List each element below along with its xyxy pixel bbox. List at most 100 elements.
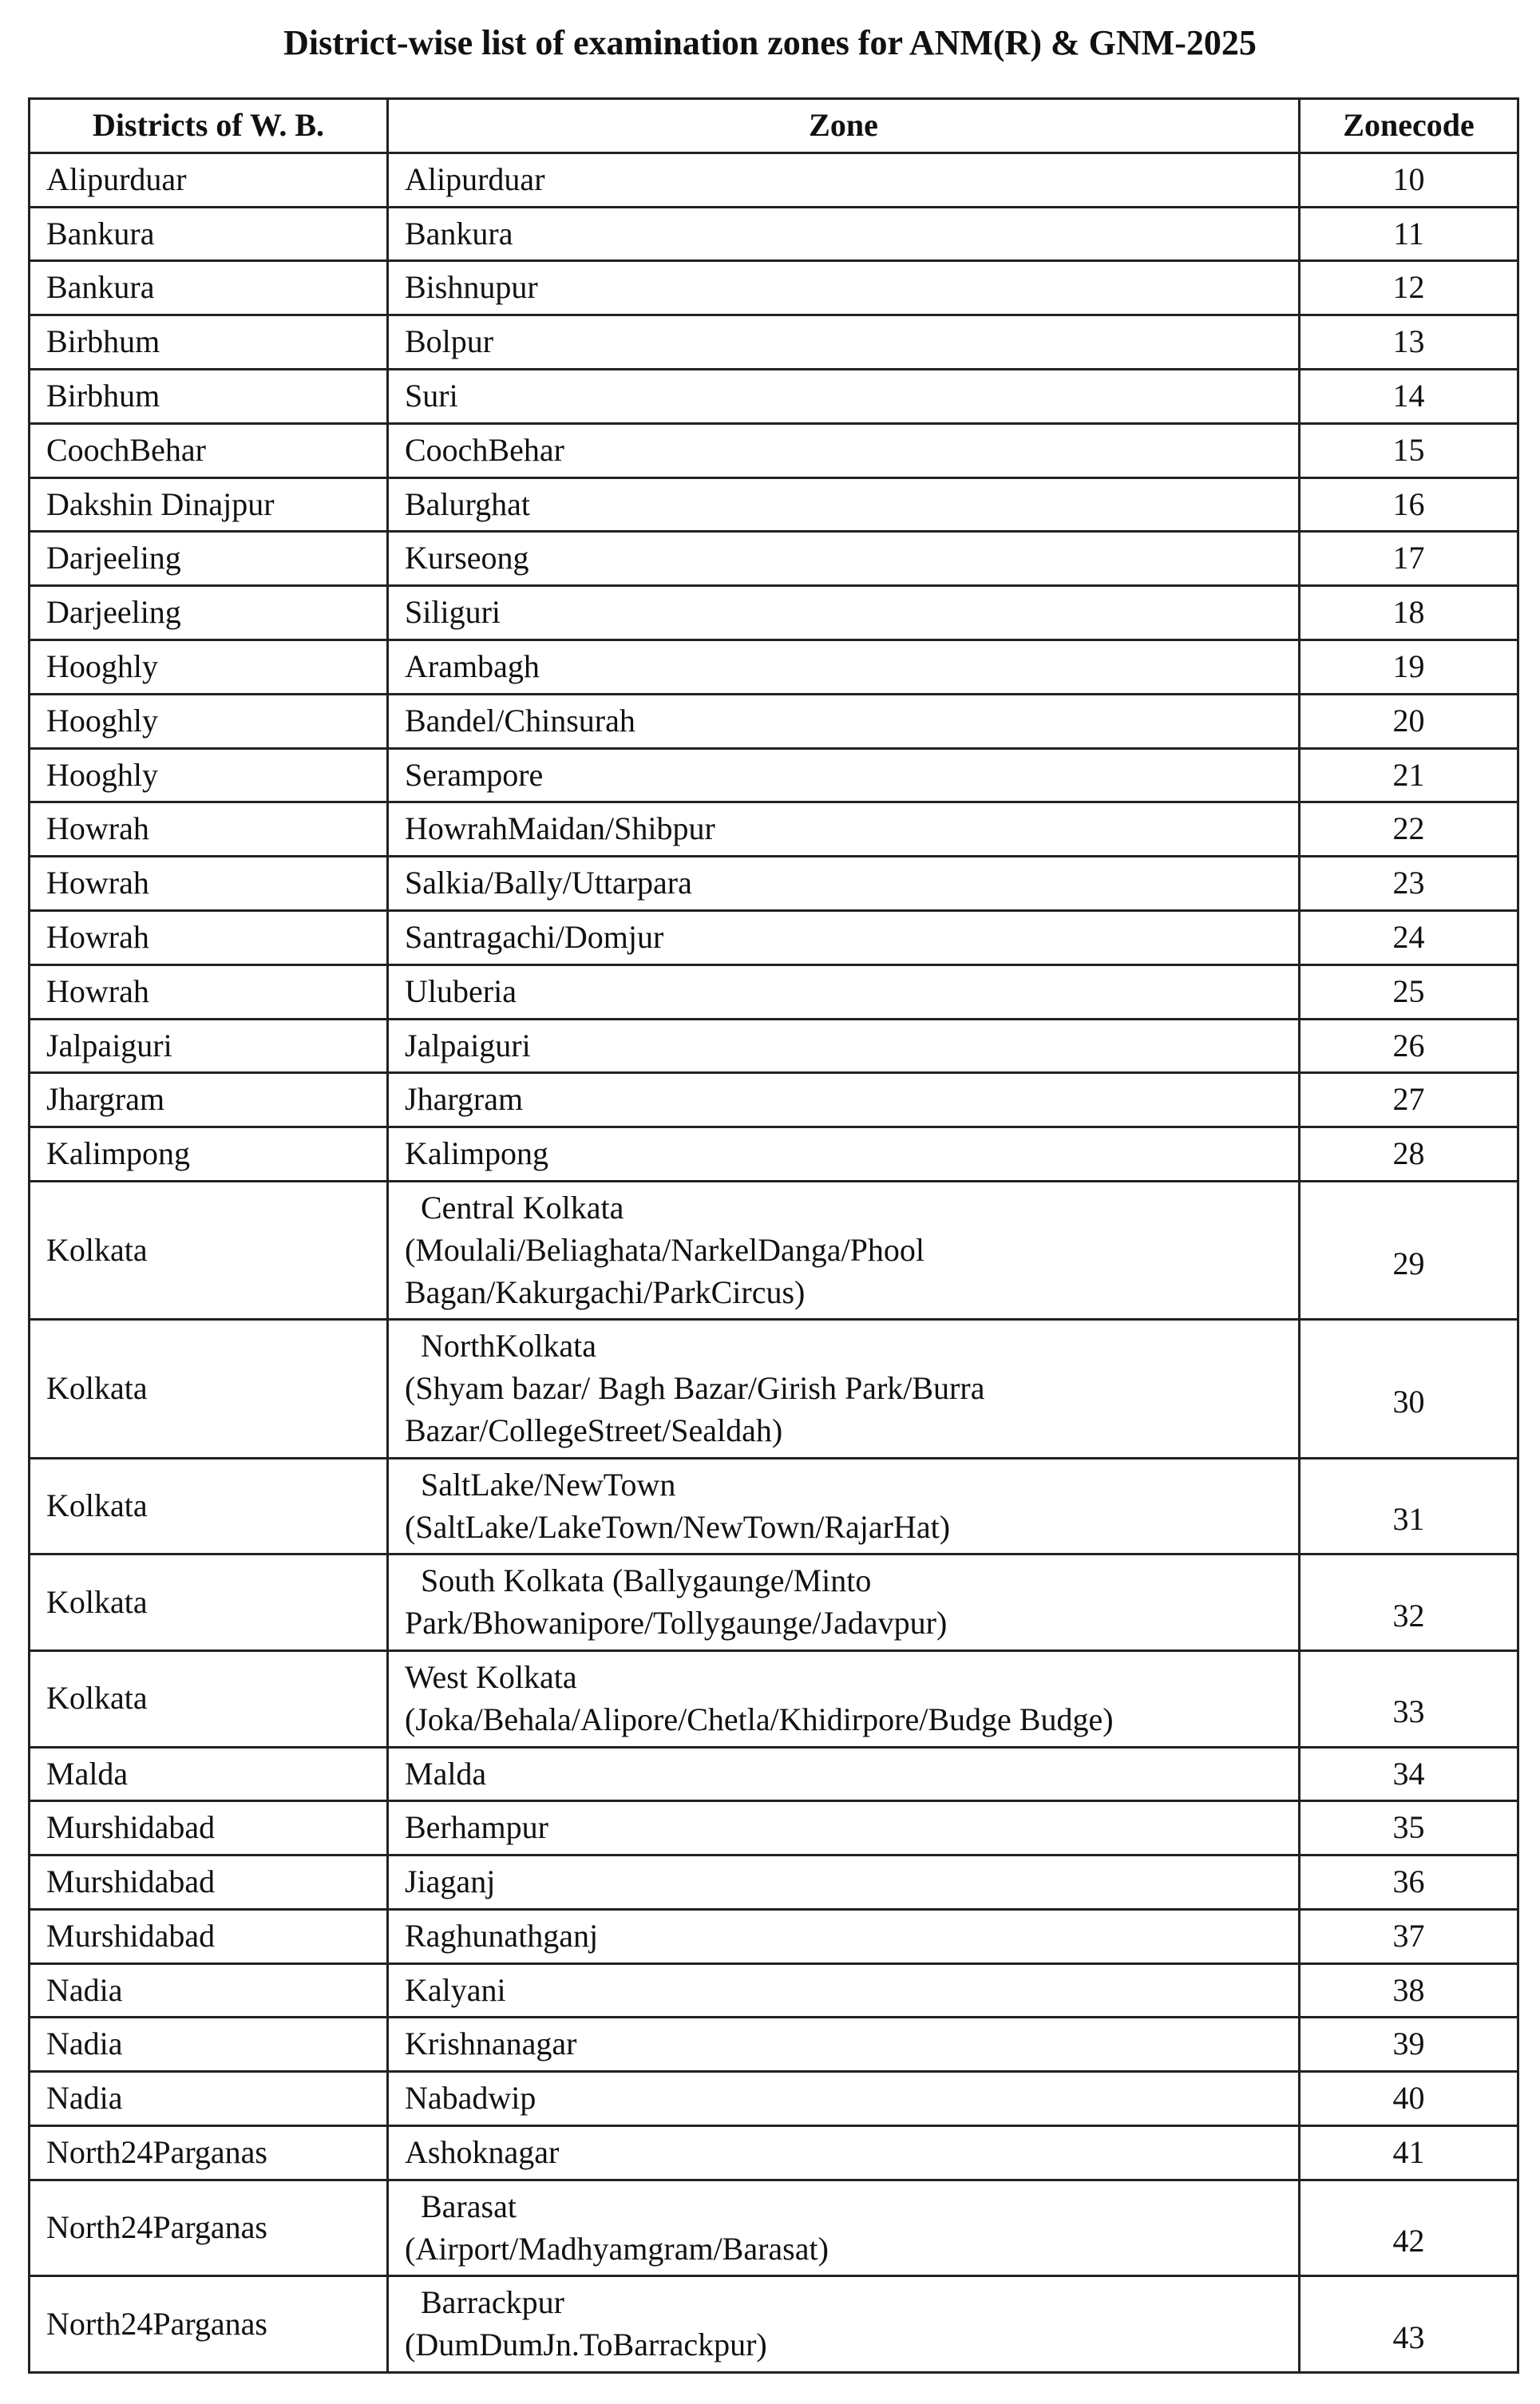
district-cell: Nadia: [28, 1962, 389, 2019]
code-cell: 22: [1298, 801, 1519, 858]
code-cell: 38: [1298, 1962, 1519, 2019]
table-row: Birbhum Suri 14: [28, 367, 1519, 425]
zone-cell: Bolpur: [386, 314, 1300, 370]
table-row: North24Parganas Barasat (Airport/Madhyam…: [28, 2178, 1519, 2278]
header-row: Districts of W. B. Zone Zonecode: [28, 97, 1519, 154]
zone-cell: NorthKolkata (Shyam bazar/ Bagh Bazar/Gi…: [386, 1318, 1300, 1459]
district-cell: Howrah: [28, 801, 389, 858]
code-cell: 34: [1298, 1745, 1519, 1803]
zone-cell: Santragachi/Domjur: [386, 909, 1300, 966]
district-cell: Murshidabad: [28, 1907, 389, 1965]
zone-cell: Jalpaiguri: [386, 1017, 1300, 1075]
code-cell: 28: [1298, 1126, 1519, 1182]
title: District-wise list of examination zones …: [283, 23, 1257, 62]
zone-cell: Suri: [386, 367, 1300, 425]
code-cell: 35: [1298, 1800, 1519, 1857]
district-cell: Dakshin Dinajpur: [28, 476, 389, 533]
zone-cell: Berhampur: [386, 1800, 1300, 1857]
district-cell: Jalpaiguri: [28, 1017, 389, 1075]
header-cell: Zone: [386, 97, 1300, 154]
district-cell: Darjeeling: [28, 584, 389, 641]
zone-cell: Jiaganj: [386, 1854, 1300, 1911]
table-row: Murshidabad Berhampur 35: [28, 1800, 1519, 1857]
zone-cell: South Kolkata (Ballygaunge/Minto Park/Bh…: [386, 1553, 1300, 1652]
table-row: Malda Malda 34: [28, 1745, 1519, 1803]
table-row: Jalpaiguri Jalpaiguri 26: [28, 1017, 1519, 1075]
district-cell: North24Parganas: [28, 2125, 389, 2181]
district-cell: Bankura: [28, 259, 389, 317]
table-row: Bankura Bishnupur 12: [28, 259, 1519, 317]
table-row: Alipurduar Alipurduar 10: [28, 151, 1519, 208]
district-cell: Birbhum: [28, 367, 389, 425]
code-cell: 43: [1298, 2275, 1519, 2374]
table-row: Nadia Nabadwip 40: [28, 2070, 1519, 2128]
code-cell: 15: [1298, 422, 1519, 479]
code-cell: 23: [1298, 855, 1519, 912]
district-cell: Bankura: [28, 205, 389, 263]
zone-cell: Kalyani: [386, 1962, 1300, 2019]
table-row: Howrah Uluberia 25: [28, 963, 1519, 1020]
table-row: Kolkata NorthKolkata (Shyam bazar/ Bagh …: [28, 1318, 1519, 1459]
header-cell: Zonecode: [1298, 97, 1519, 154]
zone-cell: Uluberia: [386, 963, 1300, 1020]
zone-cell: Salkia/Bally/Uttarpara: [386, 855, 1300, 912]
zone-cell: Barasat (Airport/Madhyamgram/Barasat): [386, 2178, 1300, 2278]
district-cell: Murshidabad: [28, 1854, 389, 1911]
code-cell: 40: [1298, 2070, 1519, 2128]
district-cell: Malda: [28, 1745, 389, 1803]
zone-cell: Ashoknagar: [386, 2125, 1300, 2181]
zone-cell: Alipurduar: [386, 151, 1300, 208]
code-cell: 12: [1298, 259, 1519, 317]
table-row: Jhargram Jhargram 27: [28, 1071, 1519, 1129]
code-cell: 18: [1298, 584, 1519, 641]
table-row: Darjeeling Siliguri 18: [28, 584, 1519, 641]
zone-cell: West Kolkata (Joka/Behala/Alipore/Chetla…: [386, 1649, 1300, 1749]
zone-cell: Kurseong: [386, 530, 1300, 588]
code-cell: 13: [1298, 314, 1519, 370]
table-row: Kolkata SaltLake/NewTown (SaltLake/LakeT…: [28, 1456, 1519, 1556]
district-cell: Kolkata: [28, 1179, 389, 1321]
zone-cell: Barrackpur (DumDumJn.ToBarrackpur): [386, 2275, 1300, 2374]
table-body: Alipurduar Alipurduar 10 Bankura Bankura 11 Ba…: [28, 151, 1519, 2374]
zone-cell: CoochBehar: [386, 422, 1300, 479]
code-cell: 25: [1298, 963, 1519, 1020]
district-cell: Darjeeling: [28, 530, 389, 588]
table-row: Bankura Bankura 11: [28, 205, 1519, 263]
zone-cell: Jhargram: [386, 1071, 1300, 1129]
code-cell: 37: [1298, 1907, 1519, 1965]
code-cell: 39: [1298, 2016, 1519, 2073]
table-row: Kolkata Central Kolkata (Moulali/Beliagh…: [28, 1179, 1519, 1321]
zone-cell: Siliguri: [386, 584, 1300, 641]
zone-cell: Bankura: [386, 205, 1300, 263]
code-cell: 26: [1298, 1017, 1519, 1075]
zone-cell: Bandel/Chinsurah: [386, 692, 1300, 750]
code-cell: 27: [1298, 1071, 1519, 1129]
code-cell: 29: [1298, 1179, 1519, 1321]
zone-cell: Kalimpong: [386, 1126, 1300, 1182]
district-cell: Kolkata: [28, 1649, 389, 1749]
district-cell: Jhargram: [28, 1071, 389, 1129]
table-row: North24Parganas Ashoknagar 41: [28, 2125, 1519, 2181]
code-cell: 36: [1298, 1854, 1519, 1911]
table-row: Hooghly Serampore 21: [28, 747, 1519, 804]
district-cell: Kolkata: [28, 1553, 389, 1652]
district-cell: North24Parganas: [28, 2275, 389, 2374]
district-cell: Hooghly: [28, 747, 389, 804]
district-cell: North24Parganas: [28, 2178, 389, 2278]
table-row: Birbhum Bolpur 13: [28, 314, 1519, 370]
zone-cell: Bishnupur: [386, 259, 1300, 317]
table-row: Murshidabad Jiaganj 36: [28, 1854, 1519, 1911]
district-cell: Howrah: [28, 963, 389, 1020]
district-cell: Kalimpong: [28, 1126, 389, 1182]
code-cell: 24: [1298, 909, 1519, 966]
district-cell: Howrah: [28, 909, 389, 966]
code-cell: 42: [1298, 2178, 1519, 2278]
table-row: Murshidabad Raghunathganj 37: [28, 1907, 1519, 1965]
zone-cell: Malda: [386, 1745, 1300, 1803]
zone-table: Districts of W. B. Zone Zonecode Alipurdua…: [28, 97, 1519, 2374]
code-cell: 11: [1298, 205, 1519, 263]
district-cell: Alipurduar: [28, 151, 389, 208]
code-cell: 31: [1298, 1456, 1519, 1556]
code-cell: 30: [1298, 1318, 1519, 1459]
